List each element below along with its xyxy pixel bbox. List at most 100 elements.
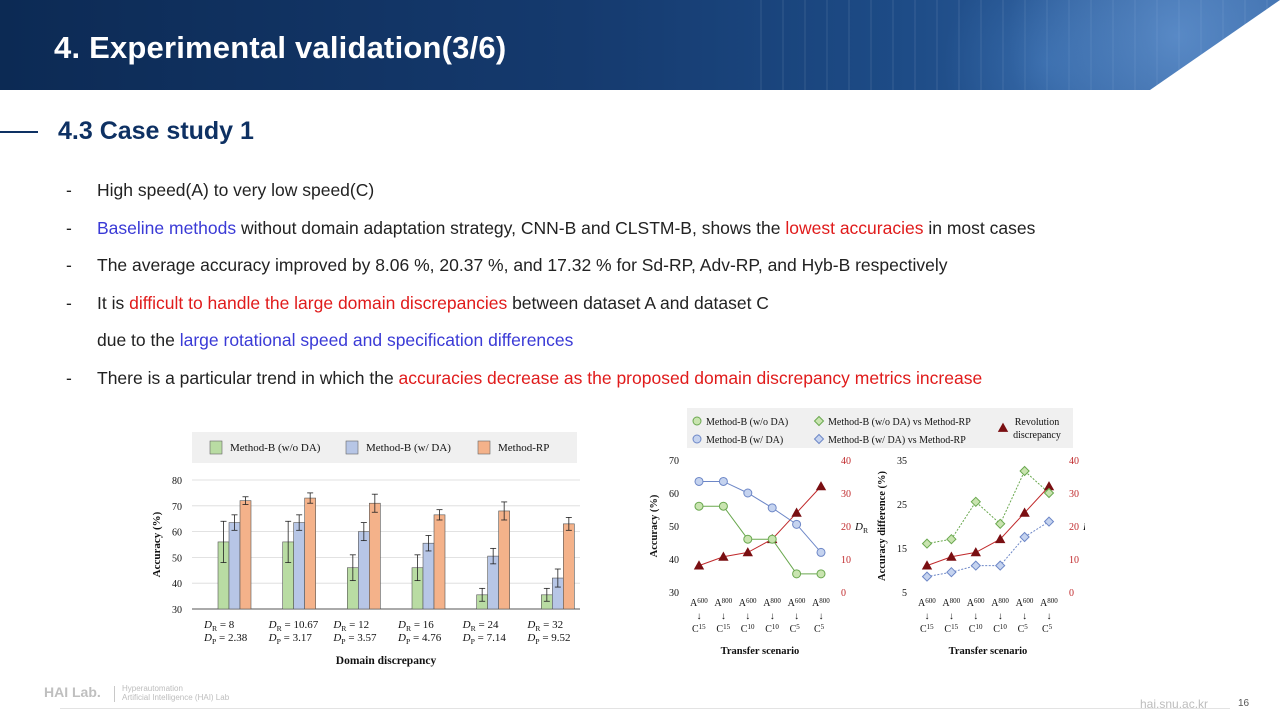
x-tick-label: C15 <box>920 623 934 635</box>
y-tick-label: 30 <box>669 588 679 599</box>
series-marker <box>1019 465 1030 477</box>
dr-line <box>926 486 1050 567</box>
x-tick-label: C10 <box>741 623 755 635</box>
x-tick-label: DR = 32 <box>526 619 563 633</box>
x-tick-label: DP = 4.76 <box>397 632 442 646</box>
right-y-tick-label: 0 <box>1069 588 1074 599</box>
dr-marker <box>946 551 957 561</box>
highlighted-text-red: accuracies decrease as the proposed doma… <box>398 367 983 388</box>
y-tick-label: 50 <box>172 553 182 564</box>
bullet-text-segment: It is <box>97 292 130 313</box>
legend-swatch <box>345 440 359 455</box>
x-tick-arrow: ↓ <box>745 611 750 622</box>
line-chart-transfer: Method-B (w/o DA) Method-B (w/ DA) Method-… <box>649 408 1085 657</box>
right-y-tick-label: 0 <box>841 588 846 599</box>
legend-label: Method-B (w/ DA) vs Method-RP <box>828 435 966 446</box>
x-tick-label: DP = 3.17 <box>268 632 313 646</box>
x-tick-label: A600 <box>690 597 708 609</box>
x-tick-label: C5 <box>814 623 825 635</box>
x-tick-arrow: ↓ <box>998 611 1003 622</box>
highlighted-text-red: difficult to handle the large domain dis… <box>129 292 508 313</box>
right-y-tick-label: 30 <box>1069 489 1079 500</box>
bullet-item: due to the large rotational speed and sp… <box>66 328 1256 366</box>
bullet-dash: - <box>66 217 72 238</box>
x-tick-label: C5 <box>1018 623 1029 635</box>
banner-corner <box>1150 0 1280 90</box>
series-marker <box>767 503 777 513</box>
right-y-tick-label: 40 <box>841 456 851 467</box>
series-marker <box>994 560 1006 571</box>
footer-lab-name-1: Hyperautomation <box>122 684 183 693</box>
right-y-axis-label: DR <box>1082 521 1085 535</box>
bar <box>358 531 370 610</box>
bullet-dash: - <box>66 292 72 313</box>
series-marker <box>718 476 728 486</box>
x-tick-label: A600 <box>918 597 936 609</box>
dr-marker <box>815 481 827 491</box>
series-marker <box>946 566 957 578</box>
series-marker <box>792 519 802 529</box>
right-y-tick-label: 10 <box>1069 555 1079 566</box>
bullet-text: The average accuracy improved by 8.06 %,… <box>97 255 948 276</box>
dr-marker <box>693 560 705 570</box>
x-axis-label: Domain discrepancy <box>336 655 437 667</box>
legend-label: Method-B (w/o DA) <box>230 442 321 454</box>
right-y-tick-label: 30 <box>841 489 851 500</box>
y-tick-label: 35 <box>897 456 907 467</box>
dr-marker <box>791 507 802 517</box>
section-accent-line <box>0 131 38 133</box>
chart-legend-box <box>687 408 1073 448</box>
x-tick-label: A600 <box>1016 597 1034 609</box>
bar <box>433 514 446 610</box>
bar <box>304 497 316 610</box>
x-tick-label: DP = 3.57 <box>332 632 377 646</box>
legend-marker <box>813 415 825 427</box>
dr-marker <box>718 551 729 561</box>
x-tick-label: A800 <box>763 597 781 609</box>
dr-marker <box>742 547 753 557</box>
y-tick-label: 60 <box>669 489 679 500</box>
x-tick-label: C10 <box>969 623 983 635</box>
highlighted-text-blue: Baseline methods <box>97 217 237 238</box>
x-tick-label: DP = 7.14 <box>462 632 507 646</box>
series-marker <box>921 571 933 582</box>
x-tick-arrow: ↓ <box>697 611 702 622</box>
bar <box>369 502 381 610</box>
footer-lab-name-2: Artificial Intelligence (HAI) Lab <box>122 693 230 702</box>
x-tick-label: A600 <box>788 597 806 609</box>
x-tick-arrow: ↓ <box>925 611 930 622</box>
series-line <box>926 470 1050 545</box>
slide-title: 4. Experimental validation(3/6) <box>54 30 507 65</box>
bullet-dash: - <box>66 367 72 388</box>
highlighted-text-blue: large rotational speed and specification… <box>179 330 574 350</box>
series-marker <box>1043 516 1055 527</box>
series-marker <box>970 560 982 571</box>
series-marker <box>1043 487 1055 499</box>
bar <box>563 523 575 610</box>
x-tick-label: DP = 9.52 <box>526 632 570 646</box>
footer-url[interactable]: hai.snu.ac.kr <box>1140 697 1209 711</box>
x-tick-label: A600 <box>967 597 985 609</box>
x-tick-arrow: ↓ <box>1047 611 1052 622</box>
bullet-text-segment: in most cases <box>923 217 1036 238</box>
x-axis-label: Transfer scenario <box>721 646 800 657</box>
x-tick-arrow: ↓ <box>1022 611 1027 622</box>
bullet-item: - The average accuracy improved by 8.06 %… <box>66 253 1256 291</box>
right-y-tick-label: 20 <box>1069 522 1079 533</box>
bar <box>498 510 510 610</box>
dr-marker <box>995 533 1006 544</box>
x-tick-label: C15 <box>944 623 958 635</box>
x-tick-label: DR = 16 <box>397 619 434 633</box>
series-marker <box>694 476 704 486</box>
x-tick-label: A800 <box>942 597 960 609</box>
bullet-text-segment: There is a particular trend in which the <box>97 367 399 388</box>
bullet-text-segment: High speed(A) to very low speed(C) <box>97 180 375 200</box>
y-tick-label: 30 <box>172 605 182 616</box>
y-tick-label: 15 <box>897 544 907 555</box>
footer-logo: HAI Lab. <box>44 684 101 700</box>
x-tick-label: DP = 2.38 <box>203 632 248 646</box>
bar-chart-accuracy: Method-B (w/o DA) Method-B (w/ DA) Method-… <box>151 432 580 667</box>
x-tick-label: C15 <box>692 623 706 635</box>
series-marker <box>970 496 982 508</box>
page-number: 16 <box>1238 698 1250 709</box>
